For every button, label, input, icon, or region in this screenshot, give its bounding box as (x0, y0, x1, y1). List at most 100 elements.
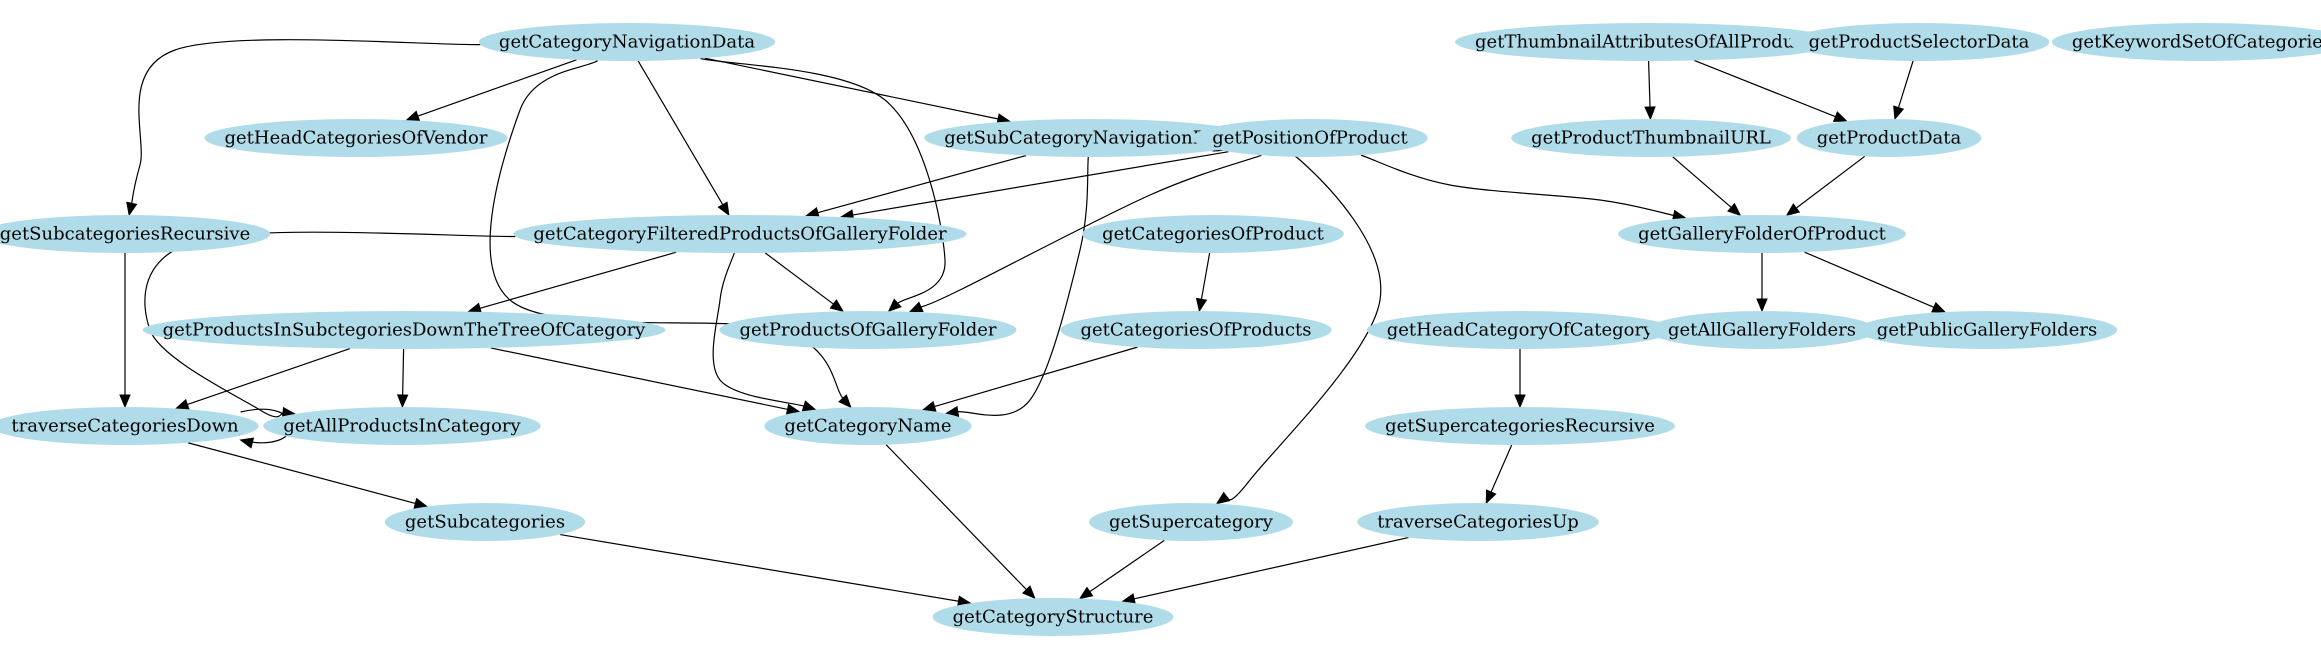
edge-arrowhead (1756, 298, 1768, 313)
edge-n12-to-n16 (1195, 252, 1211, 313)
node-shape (1455, 23, 1841, 61)
edge-arrowhead (126, 201, 138, 217)
edge-arrowhead (829, 299, 845, 313)
node-get-public-gallery-folders: getPublicGalleryFolders (1856, 311, 2118, 349)
node-shape (764, 407, 972, 445)
node-shape (1366, 311, 1674, 349)
edge-arrowhead (1215, 491, 1231, 505)
node-get-categories-of-product: getCategoriesOfProduct (1082, 215, 1344, 253)
node-shape (263, 407, 541, 445)
edge-arrowhead (838, 394, 852, 409)
node-get-category-name: getCategoryName (764, 407, 972, 445)
edge-n6-to-n11 (804, 154, 1027, 219)
edge-arrowhead (908, 301, 924, 313)
node-get-category-filtered-products-of-gallery-folder: getCategoryFilteredProductsOfGalleryFold… (513, 215, 967, 253)
node-get-supercategory: getSupercategory (1089, 503, 1293, 541)
edge-line (144, 231, 516, 418)
node-shape (1856, 311, 2118, 349)
node-label: getProductData (1817, 128, 1962, 149)
edge-line (1647, 60, 1651, 109)
edge-line (1088, 539, 1165, 593)
edge-n3-to-n9 (1893, 60, 1914, 121)
node-shape (1618, 215, 1906, 253)
node-get-gallery-folder-of-product: getGalleryFolderOfProduct (1618, 215, 1906, 253)
node-shape (1647, 311, 1877, 349)
edge-line (919, 154, 1262, 308)
node-get-category-structure: getCategoryStructure (932, 598, 1174, 636)
edge-line (885, 444, 1028, 591)
node-get-head-categories-of-vendor: getHeadCategoriesOfVendor (204, 119, 508, 157)
edge-arrowhead (1644, 106, 1656, 121)
node-label: getKeywordSetOfCategories (2072, 32, 2321, 53)
node-label: getCategoryStructure (953, 607, 1154, 628)
node-shape (1082, 215, 1344, 253)
node-shape (384, 503, 586, 541)
node-shape (1357, 503, 1599, 541)
edge-n1-to-n6 (704, 57, 1012, 125)
edge-n7-to-n15 (908, 154, 1262, 313)
node-label: getProductsInSubctegoriesDownTheTreeOfCa… (163, 320, 647, 341)
node-label: traverseCategoriesUp (1377, 512, 1579, 533)
node-get-products-in-subctegories-down-the-tree-of-category: getProductsInSubctegoriesDownTheTreeOfCa… (142, 311, 666, 349)
edge-arrowhead (717, 201, 730, 217)
edge-arrowhead (1195, 297, 1208, 313)
edge-arrowhead (921, 400, 937, 412)
edge-n22-to-n27 (885, 444, 1036, 600)
node-get-thumbnail-attributes-of-all-products: getThumbnailAttributesOfAllProducts (1455, 23, 1841, 61)
node-label: traverseCategoriesDown (11, 416, 239, 437)
edge-n13-to-n19 (1804, 251, 1947, 313)
node-shape (0, 407, 259, 445)
edge-arrowhead (413, 497, 429, 509)
edge-n8-to-n13 (1672, 156, 1742, 217)
node-get-all-products-in-category: getAllProductsInCategory (263, 407, 541, 445)
edge-line (700, 57, 946, 305)
node-traverse-categories-up: traverseCategoriesUp (1357, 503, 1599, 541)
edge-arrowhead (239, 437, 255, 449)
node-shape (513, 215, 967, 253)
node-get-keyword-set-of-categories: getKeywordSetOfCategories (2051, 23, 2321, 61)
edge-arrowhead (887, 298, 902, 313)
edge-arrowhead (1832, 111, 1848, 122)
node-label: getHeadCategoryOfCategory (1387, 320, 1654, 341)
edge-arrowhead (1727, 202, 1742, 217)
node-get-category-navigation-data: getCategoryNavigationData (478, 23, 776, 61)
edge-n11-to-n15 (764, 252, 845, 313)
edge-n9-to-n13 (1785, 155, 1866, 217)
node-label: getGalleryFolderOfProduct (1638, 224, 1887, 245)
edge-arrowhead (405, 110, 421, 122)
edge-line (478, 251, 677, 310)
node-label: getPositionOfProduct (1212, 128, 1408, 149)
node-get-subcategories: getSubcategories (384, 503, 586, 541)
edge-n24-to-n27 (559, 533, 972, 607)
node-shape (924, 119, 1256, 157)
edge-line (559, 533, 960, 602)
edge-arrowhead (1785, 203, 1801, 217)
edge-n17-to-n23 (1514, 349, 1526, 409)
edge-n7-to-n13 (1360, 154, 1687, 221)
edge-line (402, 348, 405, 397)
node-shape (204, 119, 508, 157)
edge-arrowhead (396, 394, 409, 409)
edge-arrowhead (1078, 586, 1094, 600)
node-label: getSubcategoriesRecursive (0, 224, 250, 245)
node-get-position-of-product: getPositionOfProduct (1192, 119, 1428, 157)
edge-n2-to-n8 (1644, 60, 1656, 121)
node-label: getAllProductsInCategory (283, 416, 521, 437)
node-shape (142, 311, 666, 349)
edge-arrowhead (1021, 585, 1036, 600)
node-label: getAllGalleryFolders (1668, 320, 1856, 341)
edge-line (1804, 251, 1935, 309)
node-label: getThumbnailAttributesOfAllProducts (1475, 32, 1821, 53)
node-shape (932, 598, 1174, 636)
node-label: getCategoryName (784, 416, 951, 437)
node-shape (1788, 23, 2050, 61)
node-get-supercategories-recursive: getSupercategoriesRecursive (1365, 407, 1675, 445)
node-label: getCategoriesOfProducts (1080, 320, 1311, 341)
node-label: getCategoryNavigationData (499, 32, 755, 53)
edge-arrowhead (1514, 394, 1526, 409)
edge-arrowhead (1893, 105, 1905, 121)
node-get-product-data: getProductData (1796, 119, 1982, 157)
node-get-product-thumbnail-url: getProductThumbnailURL (1511, 119, 1791, 157)
edge-n14-to-n21 (396, 348, 409, 409)
